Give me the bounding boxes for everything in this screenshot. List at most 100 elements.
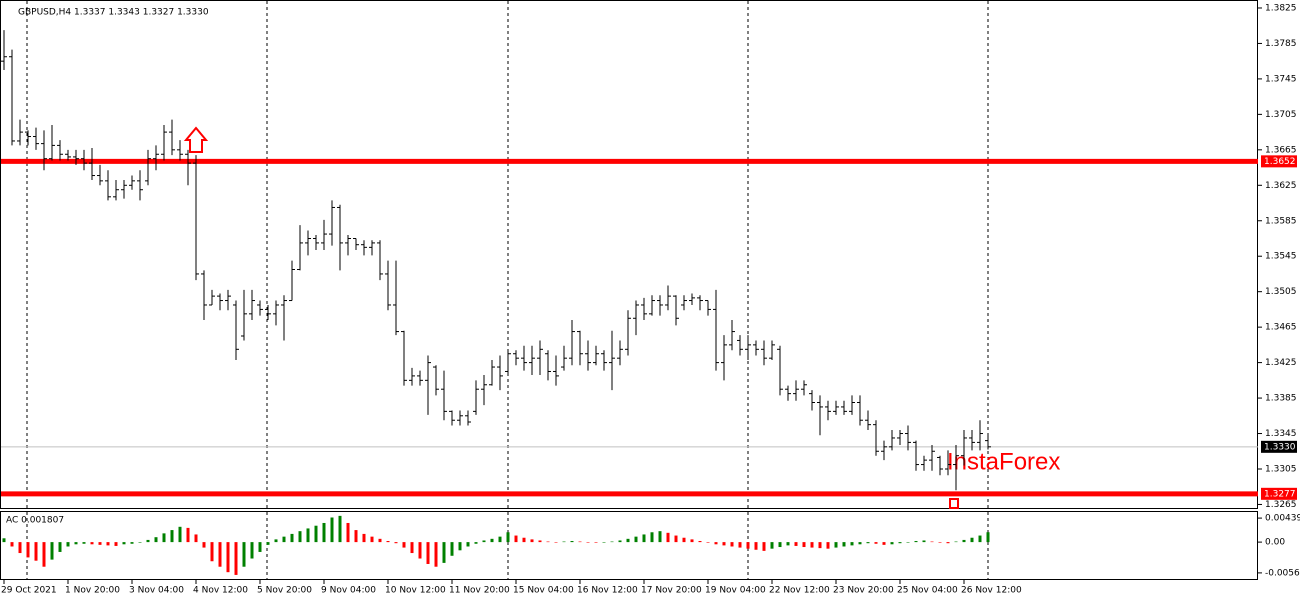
histogram-bar <box>970 537 974 543</box>
histogram-bar <box>882 542 886 545</box>
histogram-bar <box>218 542 222 567</box>
histogram-bar <box>362 533 366 543</box>
histogram-bar <box>634 536 638 543</box>
histogram-bar <box>410 542 414 554</box>
histogram-bar <box>194 534 198 543</box>
x-tick-label: 23 Nov 20:00 <box>833 586 894 596</box>
x-tick-label: 29 Oct 2021 <box>1 586 57 596</box>
histogram-bar <box>858 542 862 545</box>
chart-title: GBPUSD,H4 1.3337 1.3343 1.3327 1.3330 <box>18 8 209 18</box>
histogram-bar <box>738 542 742 548</box>
x-tick-label: 3 Nov 04:00 <box>129 586 184 596</box>
histogram-bar <box>890 542 894 545</box>
histogram-bar <box>930 541 934 543</box>
histogram-bar <box>122 542 126 545</box>
histogram-bar <box>650 532 654 543</box>
histogram-bar <box>186 527 190 543</box>
y-tick-label: 1.3385 <box>1265 394 1297 404</box>
histogram-bar <box>914 541 918 543</box>
histogram-bar <box>626 538 630 543</box>
indicator-title: AC 0.001807 <box>6 516 64 526</box>
histogram-bar <box>682 537 686 543</box>
x-tick-label: 11 Nov 20:00 <box>449 586 510 596</box>
y-tick-label: 0.00 <box>1265 538 1285 548</box>
histogram-bar <box>658 531 662 543</box>
histogram-bar <box>242 542 246 567</box>
histogram-bar <box>474 542 478 544</box>
histogram-bar <box>722 542 726 546</box>
histogram-bar <box>506 532 510 543</box>
histogram-bar <box>386 541 390 543</box>
histogram-bar <box>466 542 470 547</box>
histogram-bar <box>106 542 110 546</box>
histogram-bar <box>666 532 670 543</box>
histogram-bar <box>138 542 142 543</box>
histogram-bar <box>842 542 846 547</box>
histogram-bar <box>130 542 134 544</box>
histogram-bar <box>402 542 406 548</box>
up-arrow <box>183 126 209 153</box>
histogram-bar <box>602 542 606 543</box>
price-frame <box>0 0 1258 509</box>
histogram-bar <box>274 539 278 543</box>
histogram-bar <box>594 542 598 543</box>
y-tick-label: -0.00563 <box>1265 568 1300 578</box>
histogram-bar <box>826 542 830 549</box>
watermark: InstaForex <box>947 448 1060 475</box>
y-tick-label: 1.3705 <box>1265 110 1297 120</box>
histogram-bar <box>706 542 710 543</box>
histogram-bar <box>98 542 102 545</box>
histogram-bar <box>482 540 486 543</box>
histogram-bar <box>50 542 54 560</box>
marker <box>949 498 959 509</box>
histogram-bar <box>586 542 590 543</box>
histogram-bar <box>290 533 294 543</box>
histogram-bar <box>610 541 614 543</box>
histogram-bar <box>954 541 958 543</box>
histogram-bar <box>202 542 206 548</box>
x-tick-label: 9 Nov 04:00 <box>321 586 376 596</box>
histogram-bar <box>850 542 854 546</box>
histogram-bar <box>146 539 150 543</box>
histogram-bar <box>986 532 990 543</box>
histogram-bar <box>514 535 518 543</box>
x-tick-label: 10 Nov 12:00 <box>385 586 446 596</box>
histogram-bar <box>114 542 118 546</box>
histogram-bar <box>714 542 718 545</box>
histogram-bar <box>170 530 174 543</box>
histogram-bar <box>866 542 870 544</box>
histogram-bar <box>770 542 774 549</box>
histogram-bar <box>818 542 822 549</box>
histogram-bar <box>434 542 438 567</box>
histogram-bar <box>450 542 454 556</box>
histogram-bar <box>210 542 214 562</box>
histogram-bar <box>234 542 238 575</box>
histogram-bar <box>746 542 750 549</box>
histogram-bar <box>690 539 694 543</box>
histogram-bar <box>498 536 502 543</box>
histogram-bar <box>802 542 806 548</box>
histogram-bar <box>74 542 78 545</box>
histogram-bar <box>330 517 334 543</box>
histogram-bar <box>554 542 558 543</box>
y-tick-label: 1.3745 <box>1265 74 1297 84</box>
x-tick-label: 15 Nov 04:00 <box>513 586 574 596</box>
histogram-bar <box>426 542 430 564</box>
histogram-bar <box>378 538 382 543</box>
histogram-bar <box>418 542 422 559</box>
histogram-bar <box>82 542 86 544</box>
indicator-frame <box>0 511 1258 580</box>
histogram-bar <box>226 542 230 573</box>
histogram-bar <box>538 540 542 543</box>
histogram-bar <box>250 542 254 559</box>
histogram-bar <box>58 542 62 552</box>
histogram-bar <box>642 534 646 543</box>
x-tick-label: 17 Nov 20:00 <box>641 586 702 596</box>
histogram-bar <box>370 536 374 543</box>
histogram-bar <box>266 542 270 545</box>
histogram-bar <box>394 542 398 544</box>
histogram-bar <box>562 541 566 543</box>
y-tick-label: 1.3625 <box>1265 181 1297 191</box>
histogram-bar <box>618 540 622 543</box>
